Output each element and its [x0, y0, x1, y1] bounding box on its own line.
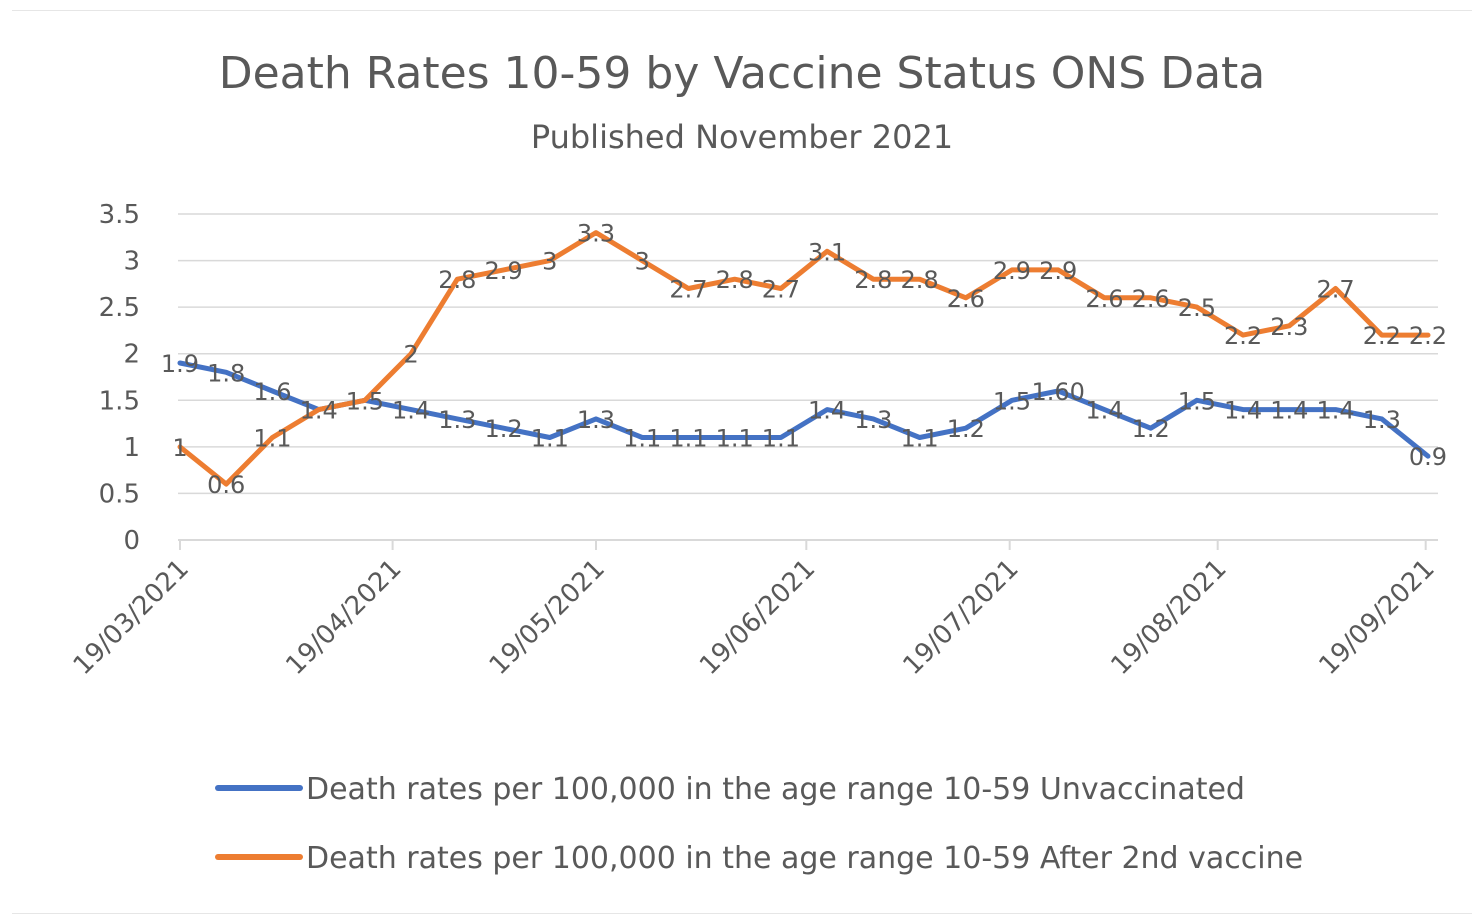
data-label-unvaccinated: 1.3	[854, 406, 892, 434]
data-label-after-2nd-vaccine: 2.9	[484, 257, 522, 285]
chart-subtitle: Published November 2021	[530, 118, 954, 156]
data-label-unvaccinated: 1.3	[577, 406, 615, 434]
data-label-after-2nd-vaccine: 2.8	[438, 266, 476, 294]
y-tick-label: 1.5	[99, 386, 140, 416]
data-label-unvaccinated: 1.2	[1132, 415, 1170, 443]
data-label-unvaccinated: 1.1	[623, 425, 661, 453]
data-label-unvaccinated: 1.5	[346, 387, 384, 415]
data-label-unvaccinated: 1.4	[808, 397, 846, 425]
data-label-after-2nd-vaccine: 2.7	[1316, 276, 1354, 304]
grid-layer	[178, 213, 1438, 495]
x-tick-label: 19/06/2021	[694, 554, 821, 681]
data-label-unvaccinated: 1.5	[993, 387, 1031, 415]
chart-title: Death Rates 10-59 by Vaccine Status ONS …	[218, 48, 1266, 99]
data-label-after-2nd-vaccine: 2.8	[716, 266, 754, 294]
data-label-unvaccinated: 1.4	[1316, 397, 1354, 425]
x-tick-label: 19/05/2021	[484, 554, 611, 681]
data-label-after-2nd-vaccine: 2	[403, 341, 418, 369]
data-label-after-2nd-vaccine: 2.6	[947, 285, 985, 313]
data-label-after-2nd-vaccine: 1	[172, 434, 187, 462]
data-label-unvaccinated: 1.1	[900, 425, 938, 453]
data-label-after-2nd-vaccine: 3.3	[577, 220, 615, 248]
data-label-after-2nd-vaccine: 2.2	[1224, 322, 1262, 350]
data-label-unvaccinated: 1.9	[161, 350, 199, 378]
legend-label: Death rates per 100,000 in the age range…	[306, 841, 1303, 876]
data-label-after-2nd-vaccine: 3	[635, 248, 650, 276]
data-label-after-2nd-vaccine: 2.6	[1132, 285, 1170, 313]
data-label-after-2nd-vaccine: 2.8	[900, 266, 938, 294]
series-line-after-2nd-vaccine	[177, 230, 1431, 487]
data-label-after-2nd-vaccine: 2.2	[1363, 322, 1401, 350]
y-tick-label: 2	[123, 340, 140, 370]
frame-bottom-line	[12, 913, 1472, 914]
data-label-after-2nd-vaccine: 2.7	[762, 276, 800, 304]
data-label-after-2nd-vaccine: 2.9	[993, 257, 1031, 285]
data-label-unvaccinated: 1.60	[1032, 378, 1085, 406]
data-label-after-2nd-vaccine: 2.3	[1270, 313, 1308, 341]
data-label-unvaccinated: 1.2	[947, 415, 985, 443]
data-label-after-2nd-vaccine: 0.6	[207, 471, 245, 499]
data-label-unvaccinated: 1.4	[1270, 397, 1308, 425]
legend: Death rates per 100,000 in the age range…	[215, 772, 1303, 876]
data-label-after-2nd-vaccine: 3	[542, 248, 557, 276]
data-label-unvaccinated: 1.4	[1085, 397, 1123, 425]
series-layer	[177, 230, 1431, 487]
series-line-unvaccinated	[177, 360, 1431, 459]
data-label-after-2nd-vaccine: 2.9	[1039, 257, 1077, 285]
x-tick-label: 19/04/2021	[280, 554, 407, 681]
y-tick-label: 0.5	[99, 479, 140, 509]
data-label-unvaccinated: 1.5	[1178, 387, 1216, 415]
data-label-after-2nd-vaccine: 2.5	[1178, 294, 1216, 322]
data-label-unvaccinated: 1.2	[484, 415, 522, 443]
data-label-unvaccinated: 1.8	[207, 359, 245, 387]
y-tick-label: 2.5	[99, 293, 140, 323]
data-label-after-2nd-vaccine: 1.1	[253, 425, 291, 453]
x-tick-label: 19/08/2021	[1105, 554, 1232, 681]
data-label-unvaccinated: 1.1	[531, 425, 569, 453]
data-label-unvaccinated: 1.6	[253, 378, 291, 406]
data-label-unvaccinated: 1.3	[1363, 406, 1401, 434]
data-label-unvaccinated: 1.4	[300, 397, 338, 425]
data-label-after-2nd-vaccine: 2.8	[854, 266, 892, 294]
x-tick-label: 19/09/2021	[1313, 554, 1440, 681]
data-label-layer: 1.9 1.8 1.6 1.4 1.5 1.4 1.3 1.2 1.1 1.3 1.1 1.1 1.1 1…	[161, 220, 1447, 499]
x-tick-label: 19/03/2021	[68, 554, 195, 681]
data-label-unvaccinated: 1.1	[716, 425, 754, 453]
data-label-unvaccinated: 1.1	[762, 425, 800, 453]
legend-label: Death rates per 100,000 in the age range…	[306, 772, 1245, 807]
data-label-unvaccinated: 1.1	[669, 425, 707, 453]
data-label-after-2nd-vaccine: 2.2	[1409, 322, 1447, 350]
y-tick-label: 1	[123, 433, 140, 463]
data-label-after-2nd-vaccine: 3.1	[808, 238, 846, 266]
y-tick-label: 3	[123, 247, 140, 277]
data-label-unvaccinated: 0.9	[1409, 443, 1447, 471]
data-label-unvaccinated: 1.4	[1224, 397, 1262, 425]
y-tick-label: 0	[123, 526, 140, 556]
x-tick-label: 19/07/2021	[897, 554, 1024, 681]
y-tick-label: 3.5	[99, 200, 140, 230]
data-label-after-2nd-vaccine: 2.6	[1085, 285, 1123, 313]
data-label-unvaccinated: 1.3	[438, 406, 476, 434]
frame-top-line	[12, 10, 1472, 11]
data-label-after-2nd-vaccine: 2.7	[669, 276, 707, 304]
data-label-unvaccinated: 1.4	[392, 397, 430, 425]
